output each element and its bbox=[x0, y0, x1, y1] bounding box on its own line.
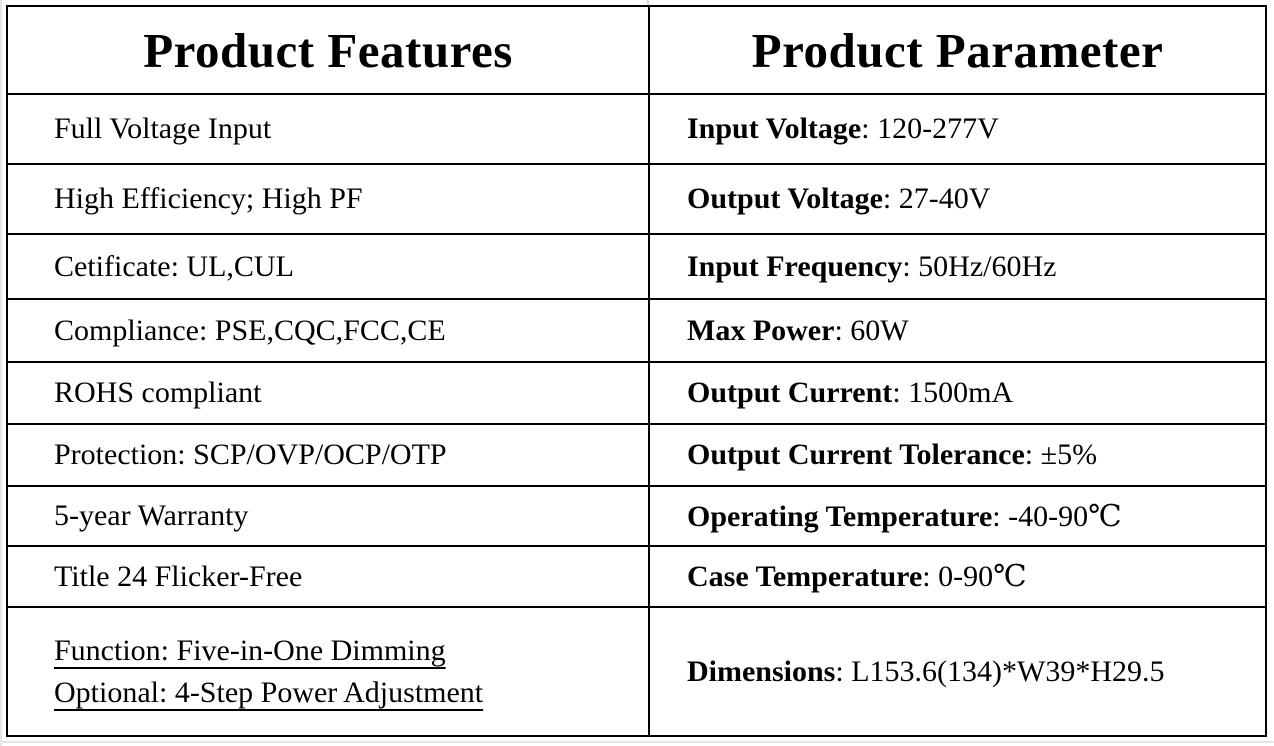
param-cell: Output Current: 1500mA bbox=[648, 363, 1265, 425]
feature-cell: Cetificate: UL,CUL bbox=[8, 235, 648, 300]
header-cell-product-features: Product Features bbox=[8, 7, 648, 95]
param-value: L153.6(134)*W39*H29.5 bbox=[851, 654, 1165, 688]
param-value: 27-40V bbox=[898, 182, 991, 215]
function-line-2: Optional: 4-Step Power Adjustment bbox=[54, 675, 484, 709]
feature-cell: Compliance: PSE,CQC,FCC,CE bbox=[8, 300, 648, 363]
param-text: Output Voltage: 27-40V bbox=[687, 182, 990, 216]
header-product-parameter-label: Product Parameter bbox=[751, 22, 1164, 78]
param-colon: : bbox=[835, 654, 844, 688]
header-product-features-label: Product Features bbox=[143, 22, 513, 78]
param-label: Case Temperature bbox=[687, 560, 923, 593]
param-colon: : bbox=[922, 560, 931, 593]
param-colon: : bbox=[1024, 438, 1034, 471]
feature-text: High Efficiency; High PF bbox=[54, 182, 363, 215]
param-value: ±5% bbox=[1040, 438, 1098, 471]
feature-text: 5-year Warranty bbox=[54, 499, 249, 532]
feature-cell: 5-year Warranty bbox=[8, 487, 648, 547]
feature-cell: Protection: SCP/OVP/OCP/OTP bbox=[8, 425, 648, 487]
param-colon: : bbox=[882, 182, 892, 215]
param-cell: Output Voltage: 27-40V bbox=[648, 165, 1265, 235]
param-colon: : bbox=[861, 112, 870, 145]
page-edge-line-left bbox=[0, 0, 2, 746]
param-cell: Max Power: 60W bbox=[648, 300, 1265, 363]
param-cell: Output Current Tolerance: ±5% bbox=[648, 425, 1265, 487]
param-label: Dimensions bbox=[687, 654, 836, 688]
feature-text: Compliance: PSE,CQC,FCC,CE bbox=[54, 313, 446, 347]
param-value: 50Hz/60Hz bbox=[918, 249, 1057, 283]
feature-text: Title 24 Flicker-Free bbox=[54, 559, 303, 593]
param-label: Max Power bbox=[687, 313, 835, 347]
feature-cell: High Efficiency; High PF bbox=[8, 165, 648, 235]
param-text: Input Frequency: 50Hz/60Hz bbox=[687, 250, 1056, 284]
param-cell: Operating Temperature: -40-90℃ bbox=[648, 487, 1265, 547]
param-label: Output Voltage bbox=[687, 182, 883, 215]
param-cell: Case Temperature: 0-90℃ bbox=[648, 547, 1265, 608]
param-label: Operating Temperature bbox=[687, 499, 993, 533]
param-colon: : bbox=[902, 249, 911, 283]
product-spec-table: Product Features Product Parameter Full … bbox=[6, 5, 1267, 737]
param-value: 1500mA bbox=[908, 376, 1014, 409]
param-value: 60W bbox=[850, 313, 909, 347]
param-colon: : bbox=[992, 499, 1001, 533]
param-text: Dimensions: L153.6(134)*W39*H29.5 bbox=[687, 655, 1165, 689]
feature-cell: ROHS compliant bbox=[8, 363, 648, 425]
param-cell: Input Frequency: 50Hz/60Hz bbox=[648, 235, 1265, 300]
param-text: Max Power: 60W bbox=[687, 314, 909, 348]
param-value: 120-277V bbox=[877, 112, 999, 145]
feature-text: Full Voltage Input bbox=[54, 112, 272, 145]
param-label: Output Current Tolerance bbox=[687, 438, 1025, 471]
param-label: Input Voltage bbox=[687, 112, 862, 145]
feature-text: Cetificate: UL,CUL bbox=[54, 249, 294, 283]
feature-text: Protection: SCP/OVP/OCP/OTP bbox=[54, 438, 447, 471]
param-text: Operating Temperature: -40-90℃ bbox=[687, 499, 1122, 534]
param-text: Case Temperature: 0-90℃ bbox=[687, 559, 1027, 594]
param-label: Input Frequency bbox=[687, 249, 903, 283]
param-colon: : bbox=[892, 376, 901, 409]
param-text: Output Current Tolerance: ±5% bbox=[687, 438, 1097, 472]
page-grid-tick bbox=[647, 0, 649, 5]
feature-text: ROHS compliant bbox=[54, 376, 262, 409]
param-text: Output Current: 1500mA bbox=[687, 376, 1013, 410]
feature-cell: Full Voltage Input bbox=[8, 95, 648, 165]
feature-cell: Title 24 Flicker-Free bbox=[8, 547, 648, 608]
param-value: -40-90℃ bbox=[1008, 499, 1122, 533]
param-cell: Input Voltage: 120-277V bbox=[648, 95, 1265, 165]
function-line-1: Function: Five-in-One Dimming bbox=[54, 633, 446, 667]
param-cell-dimensions: Dimensions: L153.6(134)*W39*H29.5 bbox=[648, 608, 1265, 735]
param-text: Input Voltage: 120-277V bbox=[687, 112, 999, 146]
feature-cell-function: Function: Five-in-One Dimming Optional: … bbox=[8, 608, 648, 735]
param-colon: : bbox=[834, 313, 843, 347]
param-value: 0-90℃ bbox=[938, 560, 1027, 593]
header-cell-product-parameter: Product Parameter bbox=[648, 7, 1265, 95]
function-lines: Function: Five-in-One Dimming Optional: … bbox=[54, 630, 483, 714]
param-label: Output Current bbox=[687, 376, 893, 409]
page-edge-line-bottom bbox=[0, 741, 1274, 743]
